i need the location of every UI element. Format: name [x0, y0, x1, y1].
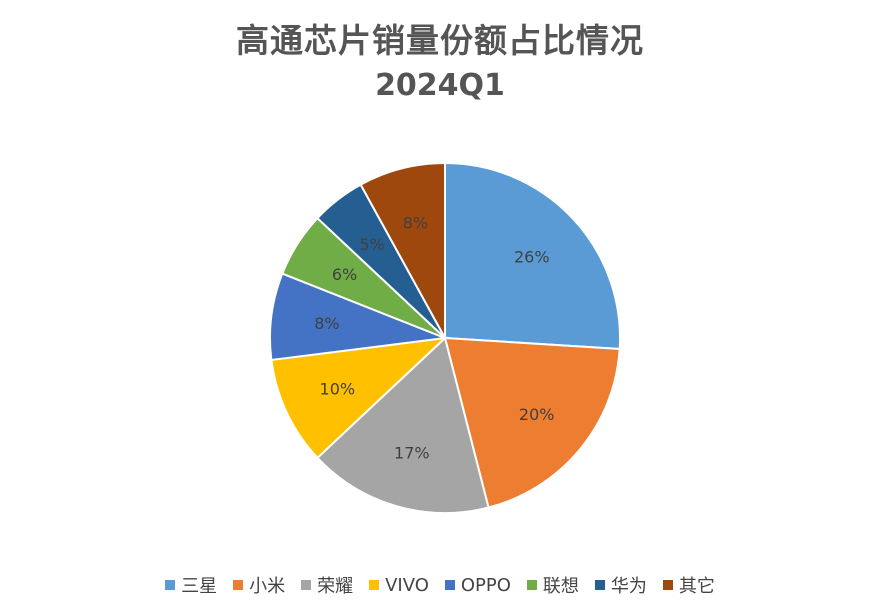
- slice-label-4: 10%: [320, 380, 356, 399]
- slice-label-7: 5%: [359, 235, 384, 254]
- slice-label-8: 8%: [403, 214, 428, 233]
- chart-title: 高通芯片销量份额占比情况: [236, 21, 644, 60]
- legend-item-1: 三星: [165, 572, 217, 598]
- pie-slice-2: [443, 336, 621, 509]
- legend-label: 小米: [249, 576, 286, 597]
- legend-item-7: 华为: [594, 572, 647, 598]
- legend-swatch: [165, 580, 176, 590]
- legend-swatch: [369, 580, 380, 590]
- legend-swatch: [233, 580, 244, 590]
- legend-label: 三星: [181, 576, 218, 597]
- slice-label-2: 20%: [519, 405, 555, 424]
- legend-item-2: 小米: [233, 572, 285, 598]
- legend-swatch: [526, 580, 537, 590]
- legend-label: 联想: [542, 576, 579, 597]
- legend-item-6: 联想: [526, 572, 579, 598]
- pie-slice-1: [444, 161, 621, 351]
- slice-label-3: 17%: [394, 443, 430, 462]
- pie-slice-8: [359, 161, 446, 339]
- slice-label-1: 26%: [514, 248, 550, 267]
- legend-swatch: [301, 580, 312, 590]
- legend-label: 荣耀: [317, 576, 354, 597]
- legend-label: 华为: [610, 576, 647, 597]
- slice-label-6: 6%: [332, 265, 357, 284]
- pie-chart: 26% 20% 17% 10% 8% 6%5% 8%: [269, 161, 621, 514]
- legend-label: 其它: [678, 576, 715, 597]
- legend-item-3: 荣耀: [301, 572, 353, 598]
- legend-item-5: OPPO: [444, 574, 511, 596]
- legend-item-8: 其它: [662, 572, 715, 598]
- legend-label: VIVO: [385, 574, 429, 596]
- chart-legend: 三星 小米 荣耀 VIVO OPPO 联想 华为 其它: [0, 572, 880, 598]
- legend-item-4: VIVO: [369, 575, 429, 596]
- pie-slice-3: [316, 336, 490, 514]
- legend-swatch: [662, 580, 673, 590]
- legend-swatch: [594, 580, 605, 590]
- chart-subtitle: 2024Q1: [375, 68, 505, 103]
- legend-swatch: [444, 580, 455, 590]
- slice-label-5: 8%: [314, 314, 339, 333]
- pie-slice-4: [270, 336, 448, 460]
- legend-label: OPPO: [460, 574, 511, 596]
